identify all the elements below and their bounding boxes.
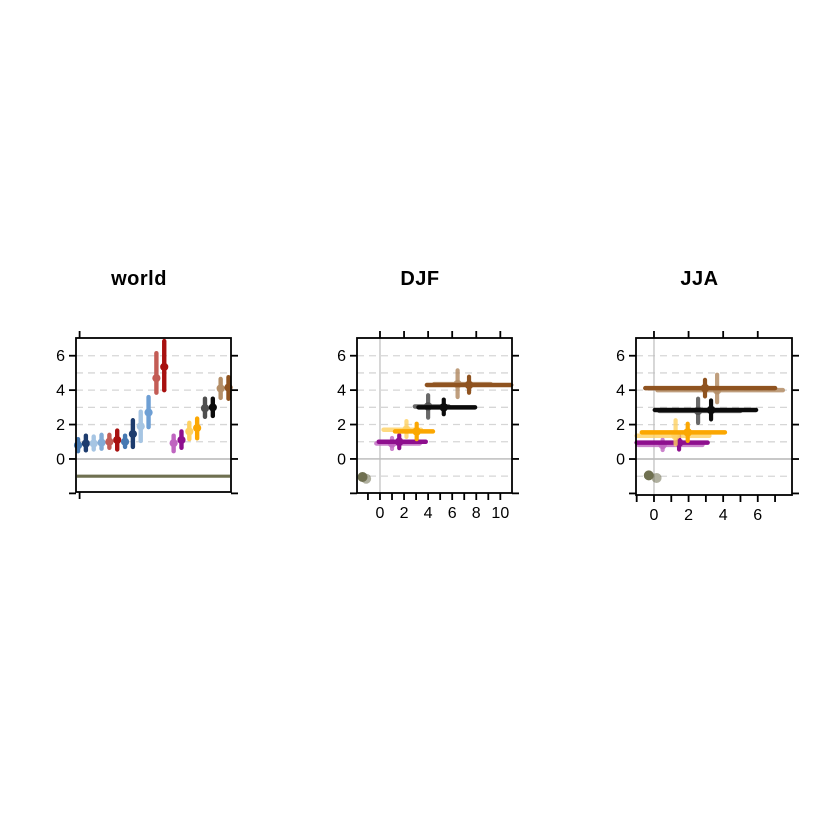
scatter-point [706, 405, 716, 415]
x-tick-label: 2 [684, 507, 693, 524]
x-tick-label: 6 [753, 507, 762, 524]
y-tick-label: 0 [337, 451, 346, 468]
data-series [73, 338, 233, 454]
scatter-point [412, 427, 421, 436]
x-tick-label: 4 [424, 505, 433, 522]
x-tick-label: 8 [472, 505, 481, 522]
scatter-point [185, 427, 194, 436]
scatter-point [81, 439, 90, 448]
y-tick-label: 4 [56, 383, 65, 400]
y-tick-label: 4 [337, 383, 346, 400]
y-tick-label: 6 [56, 348, 65, 365]
observation-dot [361, 473, 372, 484]
panel-title-djf: DJF [400, 268, 440, 290]
gridlines [76, 355, 231, 478]
scatter-point [160, 362, 169, 372]
observation-dot [643, 470, 654, 481]
observation-dot [651, 472, 662, 483]
scatter-point [200, 404, 210, 413]
x-tick-label: 0 [650, 507, 659, 524]
x-tick-label: 10 [491, 505, 509, 522]
gridlines [636, 338, 792, 495]
y-tick-label: 0 [616, 452, 625, 469]
y-tick-label: 2 [56, 417, 65, 434]
data-series [634, 372, 786, 483]
scatter-point [152, 373, 161, 383]
y-tick-label: 2 [616, 417, 625, 434]
scatter-point [136, 422, 145, 431]
scatter-point [439, 403, 449, 412]
y-tick-label: 4 [616, 383, 625, 400]
scatter-point [683, 428, 693, 437]
x-tick-label: 4 [719, 507, 728, 524]
scatter-point [193, 423, 202, 433]
scatter-point [144, 408, 153, 417]
scatter-point [177, 435, 186, 445]
y-tick-label: 0 [56, 451, 65, 468]
axes: 0 2 4 6 0 2 4 6 [616, 331, 799, 524]
x-tick-label: 6 [448, 505, 457, 522]
scatter-point [169, 439, 178, 448]
scatter-point [89, 439, 98, 448]
x-tick-label: 0 [376, 505, 385, 522]
data-series [357, 368, 514, 484]
JJA-panel-plot: 0 2 4 6 0 2 4 6 [616, 331, 799, 524]
scatter-point [700, 383, 710, 393]
scatter-point [105, 437, 114, 446]
scatter-point [208, 403, 217, 412]
scatter-point [113, 435, 122, 445]
scatter-point [128, 429, 137, 439]
scatter-point [97, 438, 106, 447]
scatter-point [394, 437, 404, 447]
world-panel-plot: 0 2 4 6 [56, 331, 238, 499]
scatter-point [216, 384, 225, 393]
gridlines [357, 338, 512, 493]
panel-title-world: world [111, 268, 167, 290]
panel-title-jja: JJA [680, 268, 719, 290]
y-tick-label: 6 [337, 348, 346, 365]
scatter-point [464, 380, 474, 390]
x-tick-label: 2 [400, 505, 409, 522]
y-tick-label: 2 [337, 417, 346, 434]
y-tick-label: 6 [616, 348, 625, 365]
axes: 0 2 4 6 [56, 331, 238, 499]
scatter-point [120, 437, 130, 446]
